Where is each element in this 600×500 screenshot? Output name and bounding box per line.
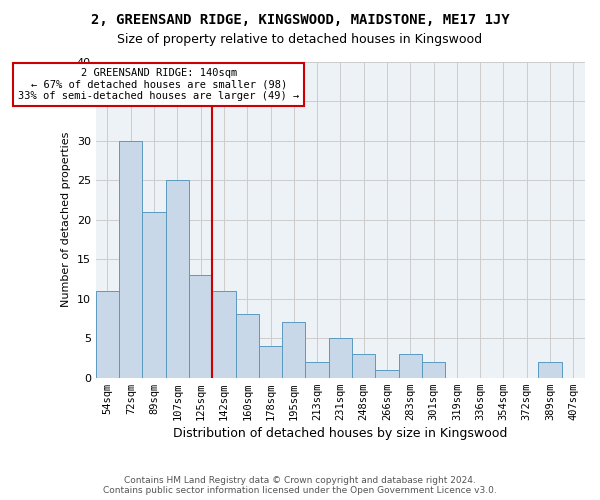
Bar	[189, 275, 212, 378]
Bar	[119, 140, 142, 378]
Bar	[236, 314, 259, 378]
Bar	[398, 354, 422, 378]
Bar	[352, 354, 376, 378]
Y-axis label: Number of detached properties: Number of detached properties	[61, 132, 71, 308]
Bar	[96, 290, 119, 378]
Text: Size of property relative to detached houses in Kingswood: Size of property relative to detached ho…	[118, 32, 482, 46]
Bar	[259, 346, 282, 378]
Bar	[282, 322, 305, 378]
X-axis label: Distribution of detached houses by size in Kingswood: Distribution of detached houses by size …	[173, 427, 508, 440]
Bar	[538, 362, 562, 378]
Bar	[142, 212, 166, 378]
Bar	[422, 362, 445, 378]
Bar	[305, 362, 329, 378]
Bar	[212, 290, 236, 378]
Text: 2 GREENSAND RIDGE: 140sqm
← 67% of detached houses are smaller (98)
33% of semi-: 2 GREENSAND RIDGE: 140sqm ← 67% of detac…	[18, 68, 299, 101]
Text: Contains HM Land Registry data © Crown copyright and database right 2024.
Contai: Contains HM Land Registry data © Crown c…	[103, 476, 497, 495]
Bar	[166, 180, 189, 378]
Text: 2, GREENSAND RIDGE, KINGSWOOD, MAIDSTONE, ME17 1JY: 2, GREENSAND RIDGE, KINGSWOOD, MAIDSTONE…	[91, 12, 509, 26]
Bar	[376, 370, 398, 378]
Bar	[329, 338, 352, 378]
